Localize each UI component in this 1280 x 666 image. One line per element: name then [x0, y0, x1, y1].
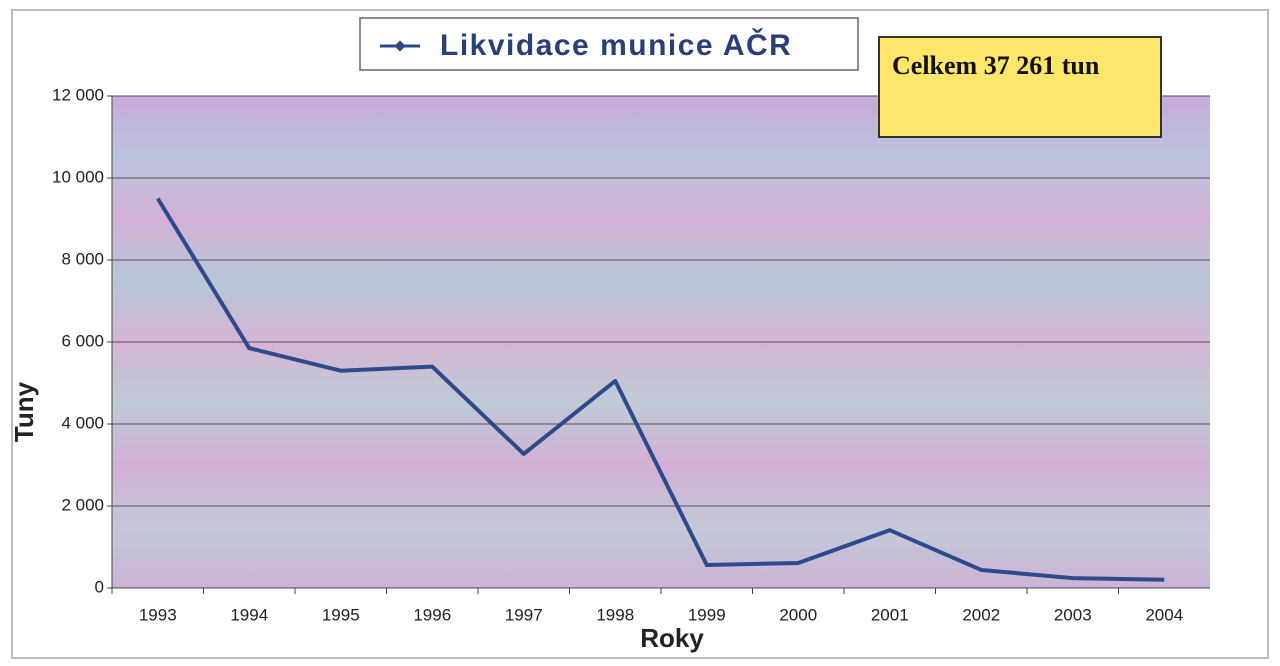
x-tick-label: 1993	[139, 605, 177, 624]
y-tick-label: 0	[95, 577, 104, 596]
frame	[11, 9, 1269, 659]
y-axis-label: Tuny	[9, 381, 39, 442]
x-tick-label: 2000	[779, 605, 817, 624]
x-tick-label: 1995	[322, 605, 360, 624]
legend	[359, 17, 859, 71]
y-tick-label: 4 000	[61, 413, 104, 432]
series-line	[156, 197, 1165, 582]
x-tick-label: 2004	[1145, 605, 1183, 624]
x-tick-label: 1998	[596, 605, 634, 624]
x-tick-label: 1996	[413, 605, 451, 624]
x-tick-label: 1999	[688, 605, 726, 624]
y-tick-label: 8 000	[61, 249, 104, 268]
x-tick-label: 2003	[1054, 605, 1092, 624]
annotation: Celkem 37 261 tun	[878, 36, 1162, 138]
x-axis-label: Roky	[640, 623, 704, 653]
y-tick-label: 2 000	[61, 495, 104, 514]
y-tick-label: 10 000	[52, 167, 104, 186]
x-tick-label: 2002	[962, 605, 1000, 624]
x-tick-label: 2001	[871, 605, 909, 624]
legend-marker	[394, 40, 406, 52]
x-tick-label: 1997	[505, 605, 543, 624]
legend-label: Likvidace munice AČR	[440, 28, 792, 62]
y-tick-label: 6 000	[61, 331, 104, 350]
y-tick-label: 12 000	[52, 85, 104, 104]
x-tick-label: 1994	[230, 605, 268, 624]
